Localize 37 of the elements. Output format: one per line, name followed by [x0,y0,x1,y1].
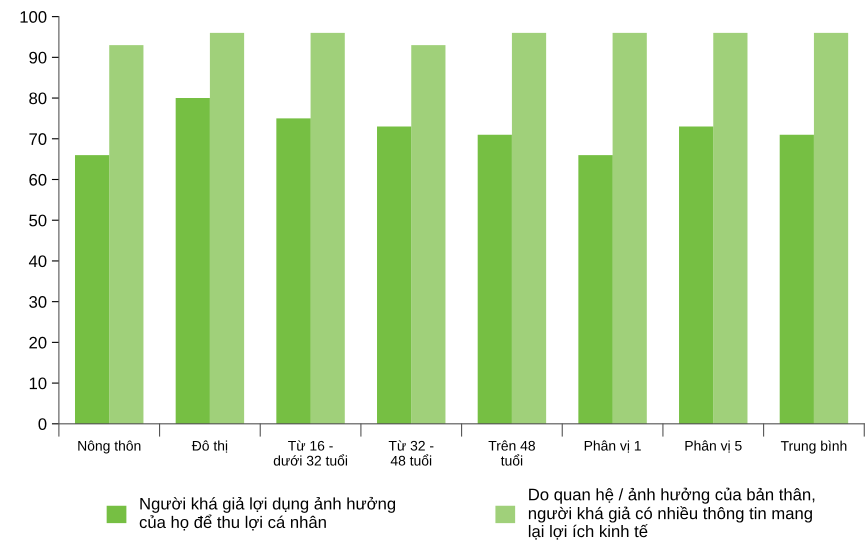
bar [478,134,512,424]
bar [74,155,110,424]
bar [310,32,345,424]
y-tick-label: 60 [29,174,46,186]
bar [578,155,613,424]
bar [276,118,311,424]
bar [411,45,446,424]
x-tick-label: Đô thị [192,440,228,453]
y-tick-label: 100 [20,11,46,23]
y-tick-label: 30 [29,296,46,308]
y-tick-label: 70 [29,133,46,145]
bar [210,32,244,424]
x-tick-label: Phân vị 1 [584,440,641,453]
legend-label: Người khá giả lợi dụng ảnh hưởng của họ để thu lợi cá nhân [140,496,396,530]
x-tick-label: Từ 16 - dưới 32 tuổi [274,440,348,466]
legend-label: Do quan hệ / ảnh hưởng của bản thân, người khá giả có nhiều thông tin mang lại lợi ích kinh tế [528,488,814,540]
bar [780,134,814,424]
y-tick-label: 90 [29,52,46,64]
y-tick-label: 0 [38,418,46,430]
y-tick-label: 80 [29,92,46,104]
bar [814,32,848,424]
bar [176,98,210,424]
bar [377,126,412,424]
x-tick-label: Phân vị 5 [685,440,742,453]
x-tick-label: Trên 48 tuổi [488,440,535,466]
bar [679,126,714,424]
y-tick-label: 20 [29,336,46,349]
y-tick-label: 40 [28,255,46,268]
bar [713,32,748,424]
x-tick-label: Từ 32 - 48 tuổi [388,440,434,466]
bar [612,32,647,424]
bar [512,32,546,424]
x-tick-label: Nông thôn [78,440,140,454]
y-tick-label: 10 [30,377,46,390]
x-tick-label: Trung bình [780,440,846,454]
y-tick-label: 50 [29,214,46,226]
bar [109,45,144,424]
